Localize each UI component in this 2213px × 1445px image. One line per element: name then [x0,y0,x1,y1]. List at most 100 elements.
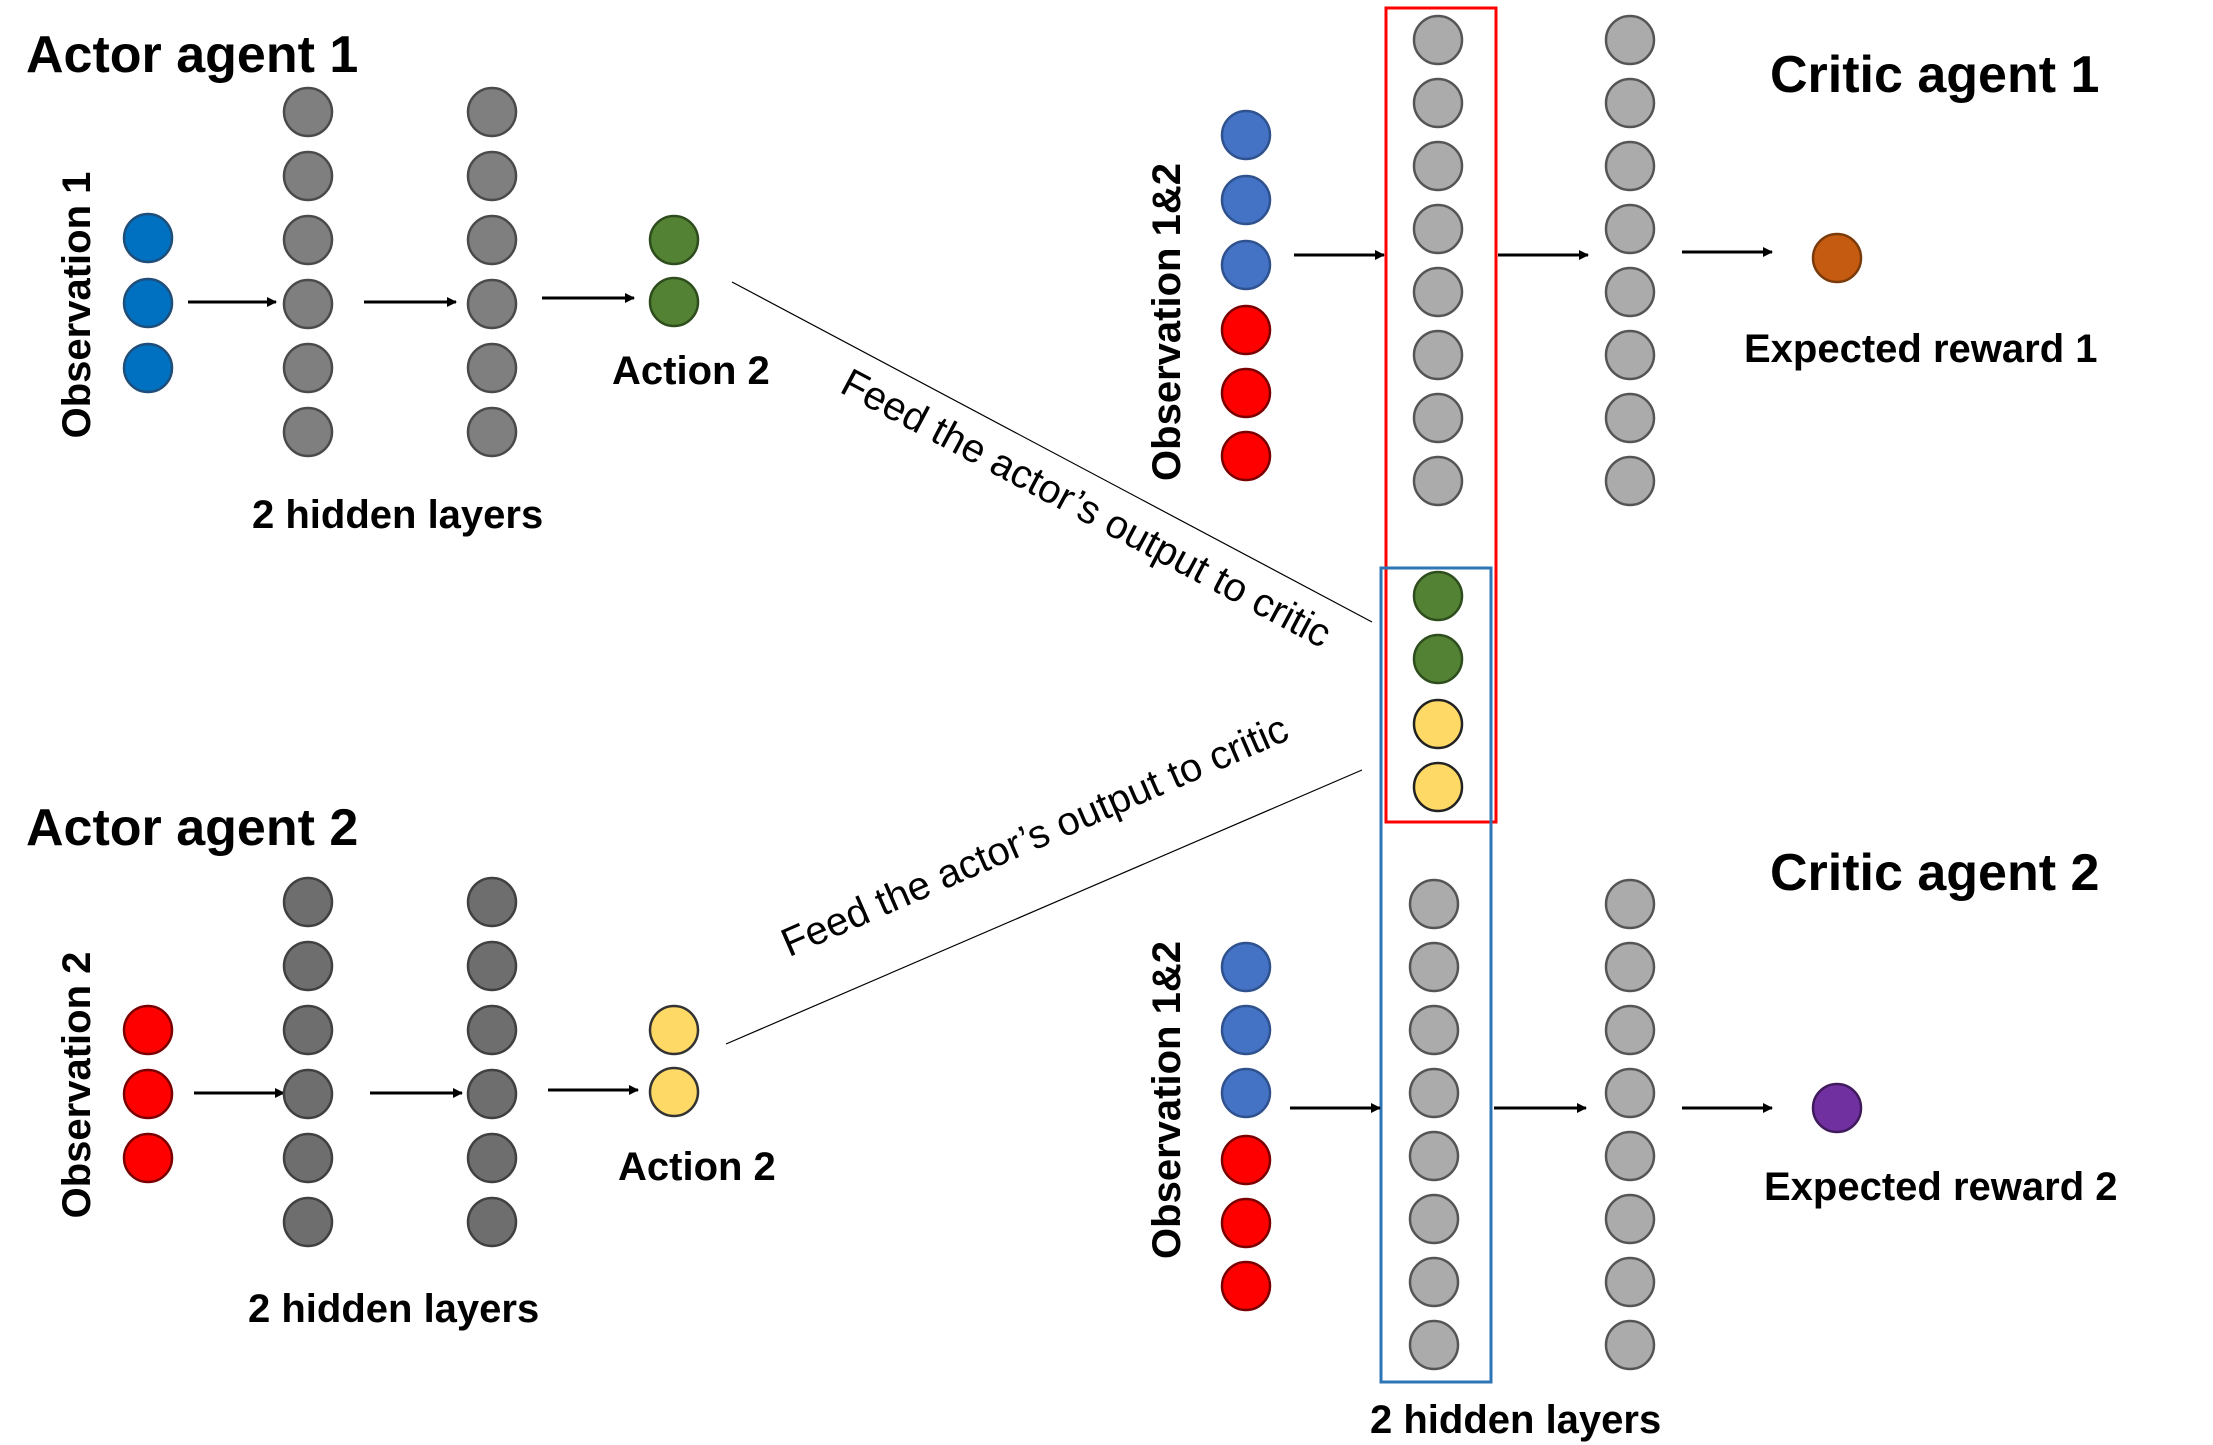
actor-2-hidden-2-node-4 [466,1068,518,1120]
critic-2-hidden-2-node-4 [1604,1067,1656,1119]
actor-2-hidden-2-node-2 [466,940,518,992]
actor-1-hidden-1-node-6 [282,406,334,458]
actor-2-hidden-1-node-4 [282,1068,334,1120]
actor-1-hidden-2-node-3 [466,214,518,266]
critic-1-obs-red-node-3 [1220,430,1272,482]
critic-2-hidden-2-node-6 [1604,1193,1656,1245]
critic-2-obs-blue-node-3 [1220,1067,1272,1119]
expected-reward-1-label: Expected reward 1 [1744,327,2098,371]
actor-2-hidden-2-node-5 [466,1132,518,1184]
actor-1-hidden-1-node-4 [282,278,334,330]
critic-2-hidden-2-node-8 [1604,1319,1656,1371]
critic-2-hidden-2-node-2 [1604,941,1656,993]
critic-agent-2-title: Critic agent 2 [1770,844,2099,902]
actor-1-hidden-2-node-1 [466,86,518,138]
actor-2-hidden-1-node-2 [282,940,334,992]
actor-2-observation-node-2 [122,1068,174,1120]
critic-1-obs-blue-node-2 [1220,174,1272,226]
critic-1-input-box [1384,6,1498,824]
actor-2-hidden-2-node-6 [466,1196,518,1248]
expected-reward-1-node [1811,232,1863,284]
actor-1-hidden-1-node-1 [282,86,334,138]
critic-1-obs-red-node-2 [1220,367,1272,419]
critic-1-hidden-2-node-6 [1604,329,1656,381]
critic-1-hidden-2-node-3 [1604,140,1656,192]
critic-1-obs-blue-node-3 [1220,239,1272,291]
actor-1-observation-node-1 [122,212,174,264]
actor-agent-1-title: Actor agent 1 [26,26,358,84]
actor-1-observation-node-2 [122,277,174,329]
expected-reward-2-label: Expected reward 2 [1764,1165,2118,1209]
actor-2-observation-node-1 [122,1004,174,1056]
critic-1-hidden-1-node-3 [1412,140,1464,192]
actor-2-hidden-2-node-3 [466,1004,518,1056]
actor-1-action-node-1 [648,214,700,266]
actor-2-hidden-1-node-5 [282,1132,334,1184]
actor-1-hidden-1-node-2 [282,150,334,202]
critic-2-obs-blue-node-1 [1220,941,1272,993]
actor-2-hidden-layers-label: 2 hidden layers [248,1287,539,1331]
critic-2-obs-red-node-1 [1220,1134,1272,1186]
critic-2-hidden-1-node-4 [1408,1067,1460,1119]
critic-1-hidden-1-node-6 [1412,329,1464,381]
critic-1-hidden-2-node-8 [1604,455,1656,507]
feed-line-2 [725,769,1363,1045]
actor-1-hidden-2-node-2 [466,150,518,202]
critic-1-hidden-1-node-5 [1412,266,1464,318]
critic-2-hidden-2-node-3 [1604,1004,1656,1056]
feed-label-2: Feed the actor’s output to critic [775,707,1295,966]
feed-line-1 [731,281,1373,623]
observation-2-label: Observation 2 [55,952,99,1219]
critic-1-hidden-2-node-1 [1604,14,1656,66]
critic-2-obs-red-node-3 [1220,1260,1272,1312]
actor-2-hidden-2-node-1 [466,876,518,928]
critic-action-green-node-2 [1412,633,1464,685]
critic-2-hidden-1-node-1 [1408,878,1460,930]
critic-2-hidden-1-node-7 [1408,1256,1460,1308]
critic-action-yellow-node-1 [1412,698,1464,750]
critic-1-hidden-1-node-1 [1412,14,1464,66]
actor-2-action-node-1 [648,1004,700,1056]
critic-2-obs-blue-node-2 [1220,1004,1272,1056]
actor-1-hidden-2-node-6 [466,406,518,458]
critic-agent-1-title: Critic agent 1 [1770,46,2099,104]
actor-2-hidden-1-node-1 [282,876,334,928]
actor-2-action-node-2 [648,1066,700,1118]
critic-action-yellow-node-2 [1412,761,1464,813]
observation-1-label: Observation 1 [55,172,99,439]
actor-2-action-label: Action 2 [618,1145,776,1189]
critic-2-input-box [1379,566,1493,1384]
actor-1-hidden-2-node-5 [466,342,518,394]
actor-2-hidden-1-node-6 [282,1196,334,1248]
critic-1-hidden-1-node-7 [1412,392,1464,444]
critic-2-hidden-1-node-6 [1408,1193,1460,1245]
critic-2-hidden-1-node-2 [1408,941,1460,993]
critic-2-obs-red-node-2 [1220,1197,1272,1249]
critic-1-hidden-2-node-2 [1604,77,1656,129]
actor-1-observation-node-3 [122,342,174,394]
critic-2-hidden-2-node-5 [1604,1130,1656,1182]
critic-hidden-layers-label: 2 hidden layers [1370,1398,1661,1442]
expected-reward-2-node [1811,1082,1863,1134]
critic-2-hidden-2-node-1 [1604,878,1656,930]
critic-1-observation-label: Observation 1&2 [1145,163,1189,481]
critic-2-hidden-1-node-5 [1408,1130,1460,1182]
critic-2-hidden-2-node-7 [1604,1256,1656,1308]
actor-1-action-label: Action 2 [612,349,770,393]
critic-1-hidden-1-node-2 [1412,77,1464,129]
actor-1-hidden-layers-label: 2 hidden layers [252,493,543,537]
actor-1-action-node-2 [648,276,700,328]
critic-1-hidden-2-node-7 [1604,392,1656,444]
actor-2-observation-node-3 [122,1132,174,1184]
critic-2-observation-label: Observation 1&2 [1145,941,1189,1259]
arrows [188,247,1773,1113]
critic-1-hidden-1-node-4 [1412,203,1464,255]
critic-2-hidden-1-node-3 [1408,1004,1460,1056]
critic-action-green-node-1 [1412,570,1464,622]
critic-1-hidden-2-node-4 [1604,203,1656,255]
actor-2-hidden-1-node-3 [282,1004,334,1056]
critic-1-hidden-1-node-8 [1412,455,1464,507]
critic-1-obs-blue-node-1 [1220,109,1272,161]
actor-1-hidden-1-node-3 [282,214,334,266]
